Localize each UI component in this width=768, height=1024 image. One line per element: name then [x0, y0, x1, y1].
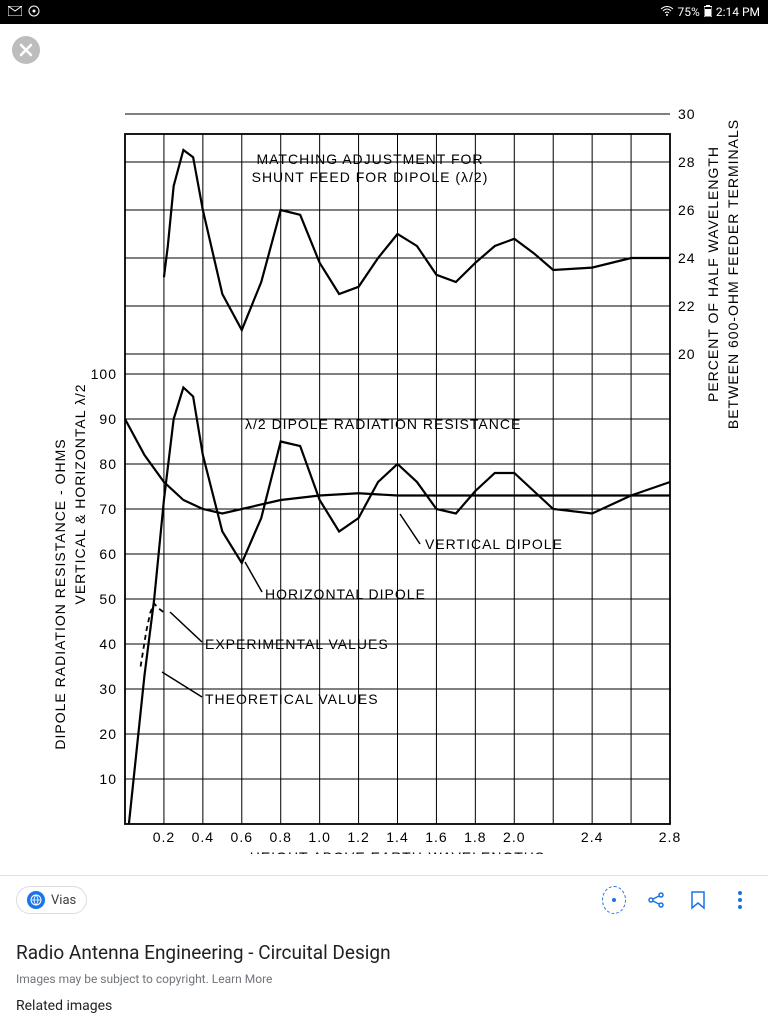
- source-name: Vias: [51, 893, 76, 908]
- close-icon: [19, 43, 33, 57]
- svg-text:THEORETICAL VALUES: THEORETICAL VALUES: [205, 691, 379, 707]
- status-bar: 75% 2:14 PM: [0, 0, 768, 24]
- svg-text:60: 60: [99, 546, 117, 562]
- svg-text:50: 50: [99, 591, 117, 607]
- svg-text:90: 90: [99, 411, 117, 427]
- wifi-icon: [660, 5, 674, 19]
- lens-icon: [609, 895, 619, 905]
- svg-text:MATCHING ADJUSTMENT FOR: MATCHING ADJUSTMENT FOR: [256, 151, 483, 167]
- svg-text:SHUNT FEED FOR DIPOLE (λ/2: SHUNT FEED FOR DIPOLE (λ/2): [252, 169, 489, 185]
- svg-text:1.2: 1.2: [347, 829, 369, 845]
- source-chip[interactable]: Vias: [16, 886, 87, 914]
- dipole-chart: 10 20 30 40 50 60 70 80 90 100 20 22 24 26 28 30 0.2 0.4 0…: [10, 54, 758, 854]
- page-title: Radio Antenna Engineering - Circuital De…: [16, 941, 391, 964]
- svg-text:30: 30: [678, 106, 696, 122]
- svg-text:EXPERIMENTAL VALUES: EXPERIMENTAL VALUES: [205, 636, 389, 652]
- svg-text:2.4: 2.4: [581, 829, 603, 845]
- svg-text:DIPOLE RADIATION RESISTANCE -: DIPOLE RADIATION RESISTANCE - OHMS: [52, 438, 68, 749]
- svg-text:0.4: 0.4: [192, 829, 214, 845]
- bookmark-button[interactable]: [686, 888, 710, 912]
- svg-text:VERTICAL DIPOLE: VERTICAL DIPOLE: [425, 536, 563, 552]
- svg-text:PERCENT OF HALF WAVELENGTH: PERCENT OF HALF WAVELENGTH: [705, 146, 721, 402]
- svg-text:λ/2 DIPOLE RADIATION RESIST: λ/2 DIPOLE RADIATION RESISTANCE: [245, 416, 521, 432]
- battery-pct: 75%: [678, 5, 700, 19]
- svg-text:80: 80: [99, 456, 117, 472]
- settings-icon: [28, 5, 40, 20]
- share-button[interactable]: [644, 888, 668, 912]
- source-bar: Vias: [0, 875, 768, 924]
- svg-text:VERTICAL & HORIZONTAL λ/2: VERTICAL & HORIZONTAL λ/2: [72, 383, 88, 604]
- svg-text:0.6: 0.6: [231, 829, 253, 845]
- more-icon: [738, 891, 742, 909]
- svg-text:10: 10: [99, 771, 117, 787]
- close-button[interactable]: [12, 36, 40, 64]
- svg-text:20: 20: [99, 726, 117, 742]
- mail-icon: [8, 5, 22, 19]
- share-icon: [646, 890, 666, 910]
- clock-text: 2:14 PM: [716, 5, 760, 19]
- svg-text:30: 30: [99, 681, 117, 697]
- svg-text:1.6: 1.6: [425, 829, 447, 845]
- svg-text:BETWEEN 600-OHM FEEDER TERM: BETWEEN 600-OHM FEEDER TERMINALS: [725, 119, 741, 429]
- svg-text:1.4: 1.4: [386, 829, 408, 845]
- globe-icon: [27, 891, 45, 909]
- svg-text:26: 26: [678, 202, 696, 218]
- svg-text:HEIGHT ABOVE EARTH-WAVELENGTHS: HEIGHT ABOVE EARTH-WAVELENGTHS: [250, 849, 546, 854]
- svg-text:100: 100: [91, 366, 117, 382]
- svg-text:28: 28: [678, 154, 696, 170]
- svg-text:2.0: 2.0: [503, 829, 525, 845]
- svg-text:HORIZONTAL DIPOLE: HORIZONTAL DIPOLE: [265, 586, 426, 602]
- chart-container: 10 20 30 40 50 60 70 80 90 100 20 22 24 26 28 30 0.2 0.4 0…: [0, 24, 768, 858]
- svg-text:1.8: 1.8: [464, 829, 486, 845]
- svg-text:0.8: 0.8: [269, 829, 291, 845]
- more-button[interactable]: [728, 888, 752, 912]
- svg-text:0.2: 0.2: [153, 829, 175, 845]
- svg-text:1.0: 1.0: [308, 829, 330, 845]
- related-images-label: Related images: [16, 998, 112, 1014]
- svg-text:40: 40: [99, 636, 117, 652]
- battery-icon: [704, 5, 712, 20]
- svg-text:2.8: 2.8: [659, 829, 681, 845]
- svg-text:24: 24: [678, 250, 696, 266]
- svg-text:70: 70: [99, 501, 117, 517]
- lens-button[interactable]: [602, 888, 626, 912]
- copyright-text: Images may be subject to copyright. Lear…: [16, 972, 272, 986]
- svg-text:22: 22: [678, 298, 696, 314]
- svg-text:20: 20: [678, 346, 696, 362]
- bookmark-icon: [690, 890, 706, 910]
